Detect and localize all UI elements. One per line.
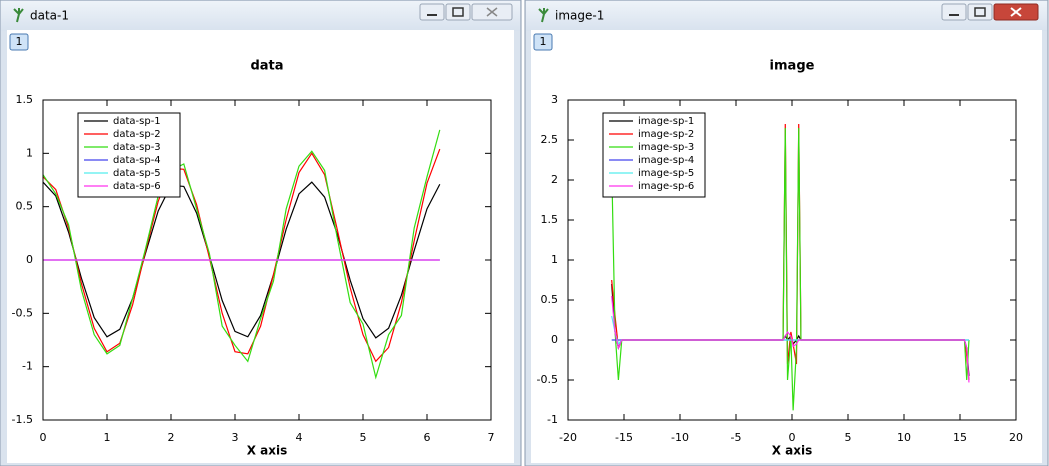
chart-title: image xyxy=(770,59,815,74)
y-tick-label: 0 xyxy=(551,333,558,346)
y-tick-label: 1.5 xyxy=(541,213,559,226)
x-axis-label: X axis xyxy=(247,444,288,458)
layer-tab-label: 1 xyxy=(16,35,23,48)
y-tick-label: -1 xyxy=(22,360,33,373)
x-tick-label: 6 xyxy=(424,431,431,444)
chart-title: data xyxy=(250,59,283,74)
legend-label: data-sp-5 xyxy=(113,168,161,179)
x-tick-label: 1 xyxy=(104,431,111,444)
x-tick-label: -10 xyxy=(671,431,689,444)
x-tick-label: 2 xyxy=(168,431,175,444)
x-axis-label: X axis xyxy=(772,444,813,458)
legend-label: data-sp-6 xyxy=(113,181,161,192)
window-title: data-1 xyxy=(30,9,69,23)
x-tick-label: 0 xyxy=(789,431,796,444)
app-icon xyxy=(538,8,549,23)
x-tick-label: -20 xyxy=(559,431,577,444)
y-tick-label: 3 xyxy=(551,93,558,106)
y-tick-label: 0.5 xyxy=(16,200,34,213)
plot-lines xyxy=(43,129,441,380)
minimize-button[interactable] xyxy=(419,3,445,21)
layer-tab[interactable]: 1 xyxy=(9,33,29,51)
plot-background xyxy=(7,30,514,463)
legend-label: image-sp-6 xyxy=(638,181,694,192)
y-tick-label: 0.5 xyxy=(541,293,559,306)
legend-label: data-sp-2 xyxy=(113,129,161,140)
legend-box xyxy=(602,112,706,198)
y-tick-label: -1.5 xyxy=(12,413,33,426)
minimize-button[interactable] xyxy=(941,3,967,21)
y-tick-label: 1 xyxy=(551,253,558,266)
close-button[interactable] xyxy=(993,3,1039,21)
x-tick-label: 5 xyxy=(845,431,852,444)
plot-frame xyxy=(567,99,1017,421)
x-tick-label: 0 xyxy=(40,431,47,444)
legend: image-sp-1 image-sp-2 image-sp-3 image-sp-4… xyxy=(602,112,706,198)
y-tick-label: 0 xyxy=(26,253,33,266)
legend-label: data-sp-1 xyxy=(113,116,161,127)
series-line xyxy=(43,129,441,380)
close-button[interactable] xyxy=(471,3,513,21)
legend-label: image-sp-4 xyxy=(638,155,694,166)
y-tick-label: 1.5 xyxy=(16,93,34,106)
chart: data X axis 0 1 2 3 4 5 6 7 -1.5 -1 -0.5 0 0.5 1 1.5 data… xyxy=(12,59,495,458)
legend-label: image-sp-2 xyxy=(638,129,694,140)
y-tick-label: -0.5 xyxy=(537,373,558,386)
app-icon xyxy=(13,8,24,23)
legend: data-sp-1 data-sp-2 data-sp-3 data-sp-4 data… xyxy=(77,112,181,198)
series-line xyxy=(43,181,441,339)
plot-frame xyxy=(42,99,492,421)
x-tick-label: 20 xyxy=(1009,431,1023,444)
x-tick-label: -5 xyxy=(731,431,742,444)
layer-tab-label: 1 xyxy=(540,35,547,48)
y-tick-label: 1 xyxy=(26,146,33,159)
y-tick-label: -0.5 xyxy=(12,306,33,319)
x-tick-label: 3 xyxy=(232,431,239,444)
maximize-button[interactable] xyxy=(967,3,993,21)
legend-label: data-sp-4 xyxy=(113,155,161,166)
x-tick-label: 10 xyxy=(897,431,911,444)
x-tick-label: 4 xyxy=(296,431,303,444)
legend-label: image-sp-1 xyxy=(638,116,694,127)
legend-label: image-sp-5 xyxy=(638,168,694,179)
maximize-button[interactable] xyxy=(445,3,471,21)
x-tick-label: -15 xyxy=(615,431,633,444)
window-title: image-1 xyxy=(555,9,604,23)
series-line xyxy=(611,295,970,383)
legend-box xyxy=(77,112,181,198)
y-tick-label: -1 xyxy=(547,413,558,426)
legend-label: image-sp-3 xyxy=(638,142,694,153)
window: data-1 1 xyxy=(0,0,522,466)
plot-lines xyxy=(611,123,970,411)
x-tick-label: 15 xyxy=(953,431,967,444)
layer-tab[interactable]: 1 xyxy=(533,33,553,51)
legend-label: data-sp-3 xyxy=(113,142,161,153)
x-tick-label: 5 xyxy=(360,431,367,444)
y-tick-label: 2 xyxy=(551,173,558,186)
x-tick-label: 7 xyxy=(488,431,495,444)
y-tick-label: 2.5 xyxy=(541,133,559,146)
chart: image X axis -20 -15 -10 -5 0 5 10 15 20 -1 -0.5 0 0.5… xyxy=(537,59,1023,458)
